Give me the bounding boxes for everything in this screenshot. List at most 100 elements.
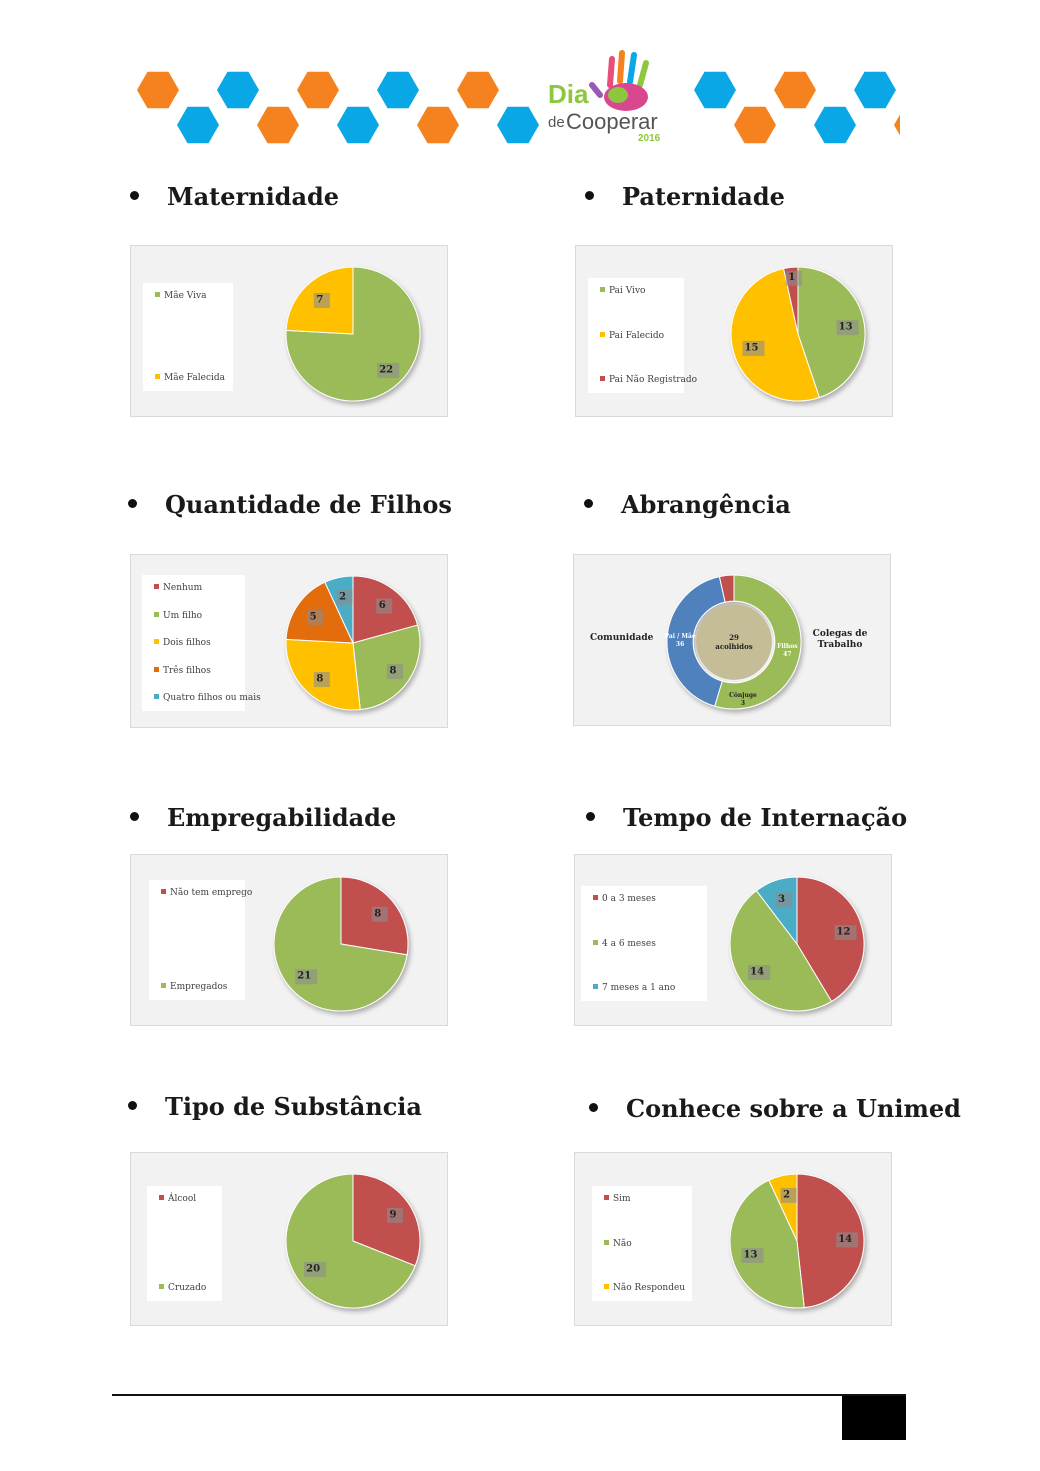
pie-chart-unimed: 14 13 2 (729, 1173, 865, 1309)
legend-swatch-icon (593, 895, 598, 900)
heading-text: Maternidade (167, 182, 340, 211)
footer-rule (112, 1394, 906, 1396)
colorful-hand-icon (589, 50, 649, 111)
slice-2-data-label: 3 (775, 892, 792, 908)
legend-swatch-icon (159, 1195, 164, 1200)
pie-chart-substancia: 9 20 (285, 1173, 421, 1309)
bullet-icon (584, 499, 593, 508)
donut-center-value: 29 (729, 633, 739, 642)
honeycomb-hexagon (417, 106, 459, 144)
legend-label: Dois filhos (163, 638, 211, 648)
legend-label: Não (613, 1238, 632, 1249)
slice-2-data-label: 1 (785, 270, 802, 286)
legend-item: 4 a 6 meses (593, 939, 656, 949)
slice-1-data-label: 14 (748, 965, 771, 981)
legend-swatch-icon (161, 983, 166, 988)
heading-paternidade: Paternidade (585, 182, 785, 211)
svg-text:21: 21 (297, 971, 311, 982)
legend-swatch-icon (154, 694, 159, 699)
pie-slice-sim (796, 1173, 865, 1309)
donut-center (696, 604, 772, 680)
legend-label: Não tem emprego (170, 888, 253, 898)
slice-4-data-label: 2 (336, 589, 353, 605)
legend-label: Álcool (168, 1194, 197, 1204)
svg-text:9: 9 (389, 1209, 396, 1220)
chart-panel-paternidade: 13 15 1 Pai Vivo Pai Falecido Pai Não Registr… (575, 245, 893, 417)
legend-item: 0 a 3 meses (593, 894, 656, 904)
logo-year: 2016 (638, 133, 661, 144)
honeycomb-hexagon (137, 71, 179, 109)
heading-abrangencia: Abrangência (584, 490, 791, 519)
legend-item: 7 meses a 1 ano (593, 983, 675, 993)
side-label-right-line1: Colegas de (813, 629, 868, 639)
legend-item: Cruzado (159, 1283, 206, 1293)
legend-swatch-icon (600, 287, 605, 292)
pie-slice-4-a-6-meses (729, 889, 833, 1012)
legend-label: Sim (613, 1194, 631, 1204)
svg-text:8: 8 (316, 674, 323, 685)
slice-1-data-label: 20 (304, 1262, 327, 1278)
honeycomb-hexagon (814, 106, 856, 144)
bullet-icon (130, 191, 139, 200)
slice-0-data-label: 22 (377, 363, 400, 379)
chart-panel-filhos: 6 8 8 5 2 Nenhum Um filho Dois filhos Três filho… (130, 554, 448, 728)
honeycomb-hexagon (694, 71, 736, 109)
svg-text:3: 3 (741, 700, 745, 707)
honeycomb-hexagon (497, 106, 539, 144)
side-label-left: Comunidade (590, 633, 654, 643)
legend-item: Empregados (161, 982, 227, 992)
legend-swatch-icon (154, 666, 159, 672)
legend-item: Pai Não Registrado (600, 375, 697, 385)
legend-label: 7 meses a 1 ano (602, 983, 676, 993)
slice-2-data-label: 2 (780, 1187, 797, 1203)
legend-swatch-icon (161, 889, 166, 894)
legend-label: Quatro filhos ou mais (163, 693, 261, 703)
svg-text:20: 20 (306, 1264, 320, 1275)
heading-maternidade: Maternidade (130, 182, 339, 211)
bullet-icon (585, 191, 594, 200)
honeycomb-hexagon (377, 71, 419, 109)
legend-item: Não Respondeu (604, 1283, 685, 1293)
bullet-icon (589, 1103, 598, 1112)
heading-text: Tipo de Substância (165, 1092, 422, 1121)
legend-label: Nenhum (163, 583, 203, 593)
svg-text:12: 12 (837, 927, 851, 938)
donut-center-label: acolhidos (715, 642, 752, 651)
chart-legend: Não tem emprego Empregados (149, 880, 252, 1000)
svg-text:7: 7 (316, 294, 323, 305)
honeycomb-hexagon (457, 71, 499, 109)
bullet-icon (130, 812, 139, 821)
legend-swatch-icon (604, 1239, 609, 1245)
legend-label: Cruzado (168, 1283, 207, 1293)
heading-text: Conhece sobre a Unimed (626, 1094, 961, 1123)
honeycomb-hexagon (734, 106, 776, 144)
slice-1-data-label: 15 (742, 340, 765, 356)
svg-text:13: 13 (839, 322, 853, 333)
pie-chart-paternidade: 13 15 1 (730, 266, 866, 402)
chart-panel-maternidade: 22 7 Mãe Viva Mãe Falecida (130, 245, 448, 417)
legend-swatch-icon (159, 1284, 164, 1289)
svg-text:13: 13 (744, 1249, 758, 1260)
legend-swatch-icon (155, 374, 160, 379)
pie-slice-pai-vivo (797, 266, 866, 399)
legend-swatch-icon (155, 292, 160, 297)
logo-word-cooperar: Cooperar (566, 109, 658, 134)
heading-text: Empregabilidade (167, 803, 397, 832)
legend-label: Três filhos (163, 665, 211, 676)
svg-text:15: 15 (745, 342, 759, 353)
pie-chart-empregabilidade: 8 21 (273, 876, 409, 1012)
side-label-right-line2: Trabalho (818, 640, 863, 650)
pie-chart-maternidade: 22 7 (285, 266, 421, 402)
legend-label: 4 a 6 meses (602, 938, 656, 949)
honeycomb-hexagon (774, 71, 816, 109)
chart-legend: Nenhum Um filho Dois filhos Três filhos Quat… (142, 575, 261, 711)
heading-text: Paternidade (622, 182, 785, 211)
honeycomb-hexagon (217, 71, 259, 109)
svg-text:14: 14 (750, 967, 764, 978)
bullet-icon (128, 1101, 137, 1110)
legend-item: Mãe Falecida (155, 373, 225, 383)
legend-label: Mãe Viva (164, 291, 207, 301)
